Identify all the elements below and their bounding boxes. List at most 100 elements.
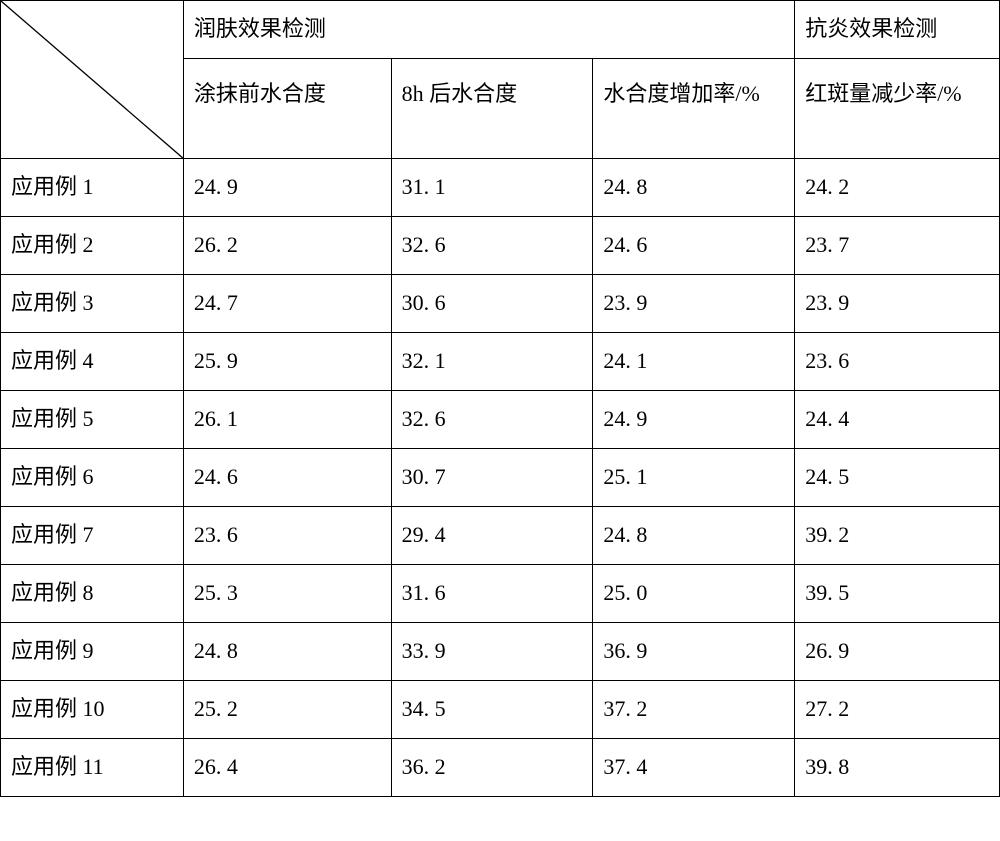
cell-erythema-text: 23. 9 [795, 275, 999, 332]
cell-before-text: 24. 7 [184, 275, 391, 332]
sub-header-erythema: 红斑量减少率/% [795, 59, 1000, 159]
cell-increase: 25. 0 [593, 565, 795, 623]
cell-before-text: 26. 2 [184, 217, 391, 274]
cell-erythema: 23. 9 [795, 275, 1000, 333]
sub-header-after8h-label: 8h 后水合度 [392, 59, 593, 129]
table-row: 应用例 324. 730. 623. 923. 9 [1, 275, 1000, 333]
cell-before: 25. 9 [183, 333, 391, 391]
row-label: 应用例 2 [1, 217, 184, 275]
row-label: 应用例 6 [1, 449, 184, 507]
row-label-text: 应用例 7 [1, 507, 183, 564]
cell-before-text: 24. 8 [184, 623, 391, 680]
cell-increase-text: 24. 6 [593, 217, 794, 274]
cell-increase: 37. 4 [593, 739, 795, 797]
cell-erythema: 23. 7 [795, 217, 1000, 275]
cell-after8h-text: 33. 9 [392, 623, 593, 680]
cell-increase: 23. 9 [593, 275, 795, 333]
cell-after8h: 31. 6 [391, 565, 593, 623]
cell-before-text: 25. 2 [184, 681, 391, 738]
row-label: 应用例 8 [1, 565, 184, 623]
cell-increase: 37. 2 [593, 681, 795, 739]
table-row: 应用例 924. 833. 936. 926. 9 [1, 623, 1000, 681]
cell-after8h: 32. 6 [391, 391, 593, 449]
cell-increase: 24. 8 [593, 159, 795, 217]
cell-erythema: 27. 2 [795, 681, 1000, 739]
cell-before: 26. 2 [183, 217, 391, 275]
row-label-text: 应用例 1 [1, 159, 183, 216]
cell-after8h: 34. 5 [391, 681, 593, 739]
cell-increase-text: 24. 8 [593, 159, 794, 216]
sub-header-before: 涂抹前水合度 [183, 59, 391, 159]
cell-increase-text: 25. 0 [593, 565, 794, 622]
group-header-antiinflammatory: 抗炎效果检测 [795, 1, 1000, 59]
cell-after8h: 31. 1 [391, 159, 593, 217]
row-label-text: 应用例 2 [1, 217, 183, 274]
cell-before-text: 24. 9 [184, 159, 391, 216]
cell-erythema-text: 24. 2 [795, 159, 999, 216]
row-label-text: 应用例 10 [1, 681, 183, 738]
row-label-text: 应用例 5 [1, 391, 183, 448]
cell-after8h-text: 30. 7 [392, 449, 593, 506]
data-table: 润肤效果检测 抗炎效果检测 涂抹前水合度 8h 后水合度 水合度增加率/% 红斑… [0, 0, 1000, 797]
cell-erythema: 39. 8 [795, 739, 1000, 797]
cell-before-text: 24. 6 [184, 449, 391, 506]
table-row: 应用例 723. 629. 424. 839. 2 [1, 507, 1000, 565]
row-label: 应用例 1 [1, 159, 184, 217]
table-row: 应用例 624. 630. 725. 124. 5 [1, 449, 1000, 507]
cell-erythema: 24. 5 [795, 449, 1000, 507]
row-label-text: 应用例 11 [1, 739, 183, 796]
cell-after8h-text: 34. 5 [392, 681, 593, 738]
cell-after8h-text: 29. 4 [392, 507, 593, 564]
cell-erythema: 26. 9 [795, 623, 1000, 681]
row-label: 应用例 3 [1, 275, 184, 333]
cell-before: 24. 7 [183, 275, 391, 333]
cell-before-text: 25. 3 [184, 565, 391, 622]
cell-erythema-text: 24. 4 [795, 391, 999, 448]
header-row-1: 润肤效果检测 抗炎效果检测 [1, 1, 1000, 59]
cell-erythema: 39. 5 [795, 565, 1000, 623]
diagonal-header-cell [1, 1, 184, 159]
cell-erythema: 39. 2 [795, 507, 1000, 565]
cell-after8h-text: 32. 6 [392, 217, 593, 274]
cell-increase: 24. 1 [593, 333, 795, 391]
cell-increase: 36. 9 [593, 623, 795, 681]
cell-erythema: 24. 4 [795, 391, 1000, 449]
cell-erythema-text: 26. 9 [795, 623, 999, 680]
sub-header-increase-label: 水合度增加率/% [593, 59, 794, 129]
row-label-text: 应用例 9 [1, 623, 183, 680]
sub-header-erythema-label: 红斑量减少率/% [795, 59, 999, 129]
row-label-text: 应用例 3 [1, 275, 183, 332]
cell-increase-text: 24. 8 [593, 507, 794, 564]
table-row: 应用例 226. 232. 624. 623. 7 [1, 217, 1000, 275]
group-header-moisturizing-label: 润肤效果检测 [184, 1, 794, 58]
cell-increase: 24. 8 [593, 507, 795, 565]
cell-after8h: 36. 2 [391, 739, 593, 797]
sub-header-increase: 水合度增加率/% [593, 59, 795, 159]
row-label: 应用例 10 [1, 681, 184, 739]
cell-increase-text: 36. 9 [593, 623, 794, 680]
row-label-text: 应用例 4 [1, 333, 183, 390]
group-header-antiinflammatory-label: 抗炎效果检测 [795, 1, 999, 58]
table-row: 应用例 124. 931. 124. 824. 2 [1, 159, 1000, 217]
cell-increase-text: 24. 9 [593, 391, 794, 448]
cell-erythema-text: 39. 2 [795, 507, 999, 564]
cell-erythema-text: 23. 7 [795, 217, 999, 274]
cell-after8h-text: 31. 6 [392, 565, 593, 622]
cell-before: 26. 1 [183, 391, 391, 449]
cell-before-text: 26. 4 [184, 739, 391, 796]
cell-increase: 25. 1 [593, 449, 795, 507]
cell-before: 25. 3 [183, 565, 391, 623]
row-label: 应用例 4 [1, 333, 184, 391]
table-row: 应用例 425. 932. 124. 123. 6 [1, 333, 1000, 391]
cell-after8h-text: 32. 6 [392, 391, 593, 448]
cell-after8h: 30. 6 [391, 275, 593, 333]
table-row: 应用例 1025. 234. 537. 227. 2 [1, 681, 1000, 739]
row-label-text: 应用例 6 [1, 449, 183, 506]
cell-after8h: 33. 9 [391, 623, 593, 681]
sub-header-before-label: 涂抹前水合度 [184, 59, 391, 129]
cell-after8h-text: 31. 1 [392, 159, 593, 216]
cell-increase-text: 23. 9 [593, 275, 794, 332]
cell-after8h: 32. 6 [391, 217, 593, 275]
cell-increase-text: 25. 1 [593, 449, 794, 506]
cell-increase-text: 37. 2 [593, 681, 794, 738]
